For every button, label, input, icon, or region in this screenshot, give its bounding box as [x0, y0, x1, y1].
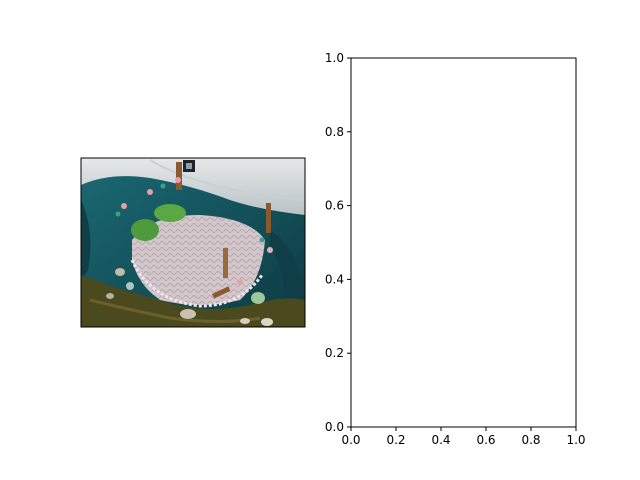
image-axes	[80, 157, 306, 328]
axes-frame	[350, 57, 577, 428]
y-tick-label: 0.4	[325, 272, 344, 286]
x-tick-label: 1.0	[566, 433, 585, 447]
y-tick-label: 0.6	[325, 199, 344, 213]
y-tick-label: 0.0	[325, 420, 344, 434]
x-tick-label: 0.6	[476, 433, 495, 447]
image-frame	[80, 157, 306, 328]
empty-axes: 0.0 0.2 0.4 0.6 0.8 1.0 0.0 0.2 0.4 0.6 0.8 1.0	[325, 51, 586, 447]
x-tick-label: 0.0	[341, 433, 360, 447]
y-tick-label: 0.8	[325, 125, 344, 139]
y-axis: 0.0 0.2 0.4 0.6 0.8 1.0	[325, 51, 351, 434]
y-tick-label: 0.2	[325, 346, 344, 360]
x-tick-label: 0.8	[521, 433, 540, 447]
x-axis: 0.0 0.2 0.4 0.6 0.8 1.0	[341, 427, 586, 447]
x-tick-label: 0.4	[431, 433, 450, 447]
photo-image	[81, 158, 305, 327]
x-tick-label: 0.2	[386, 433, 405, 447]
y-tick-label: 1.0	[325, 51, 344, 65]
